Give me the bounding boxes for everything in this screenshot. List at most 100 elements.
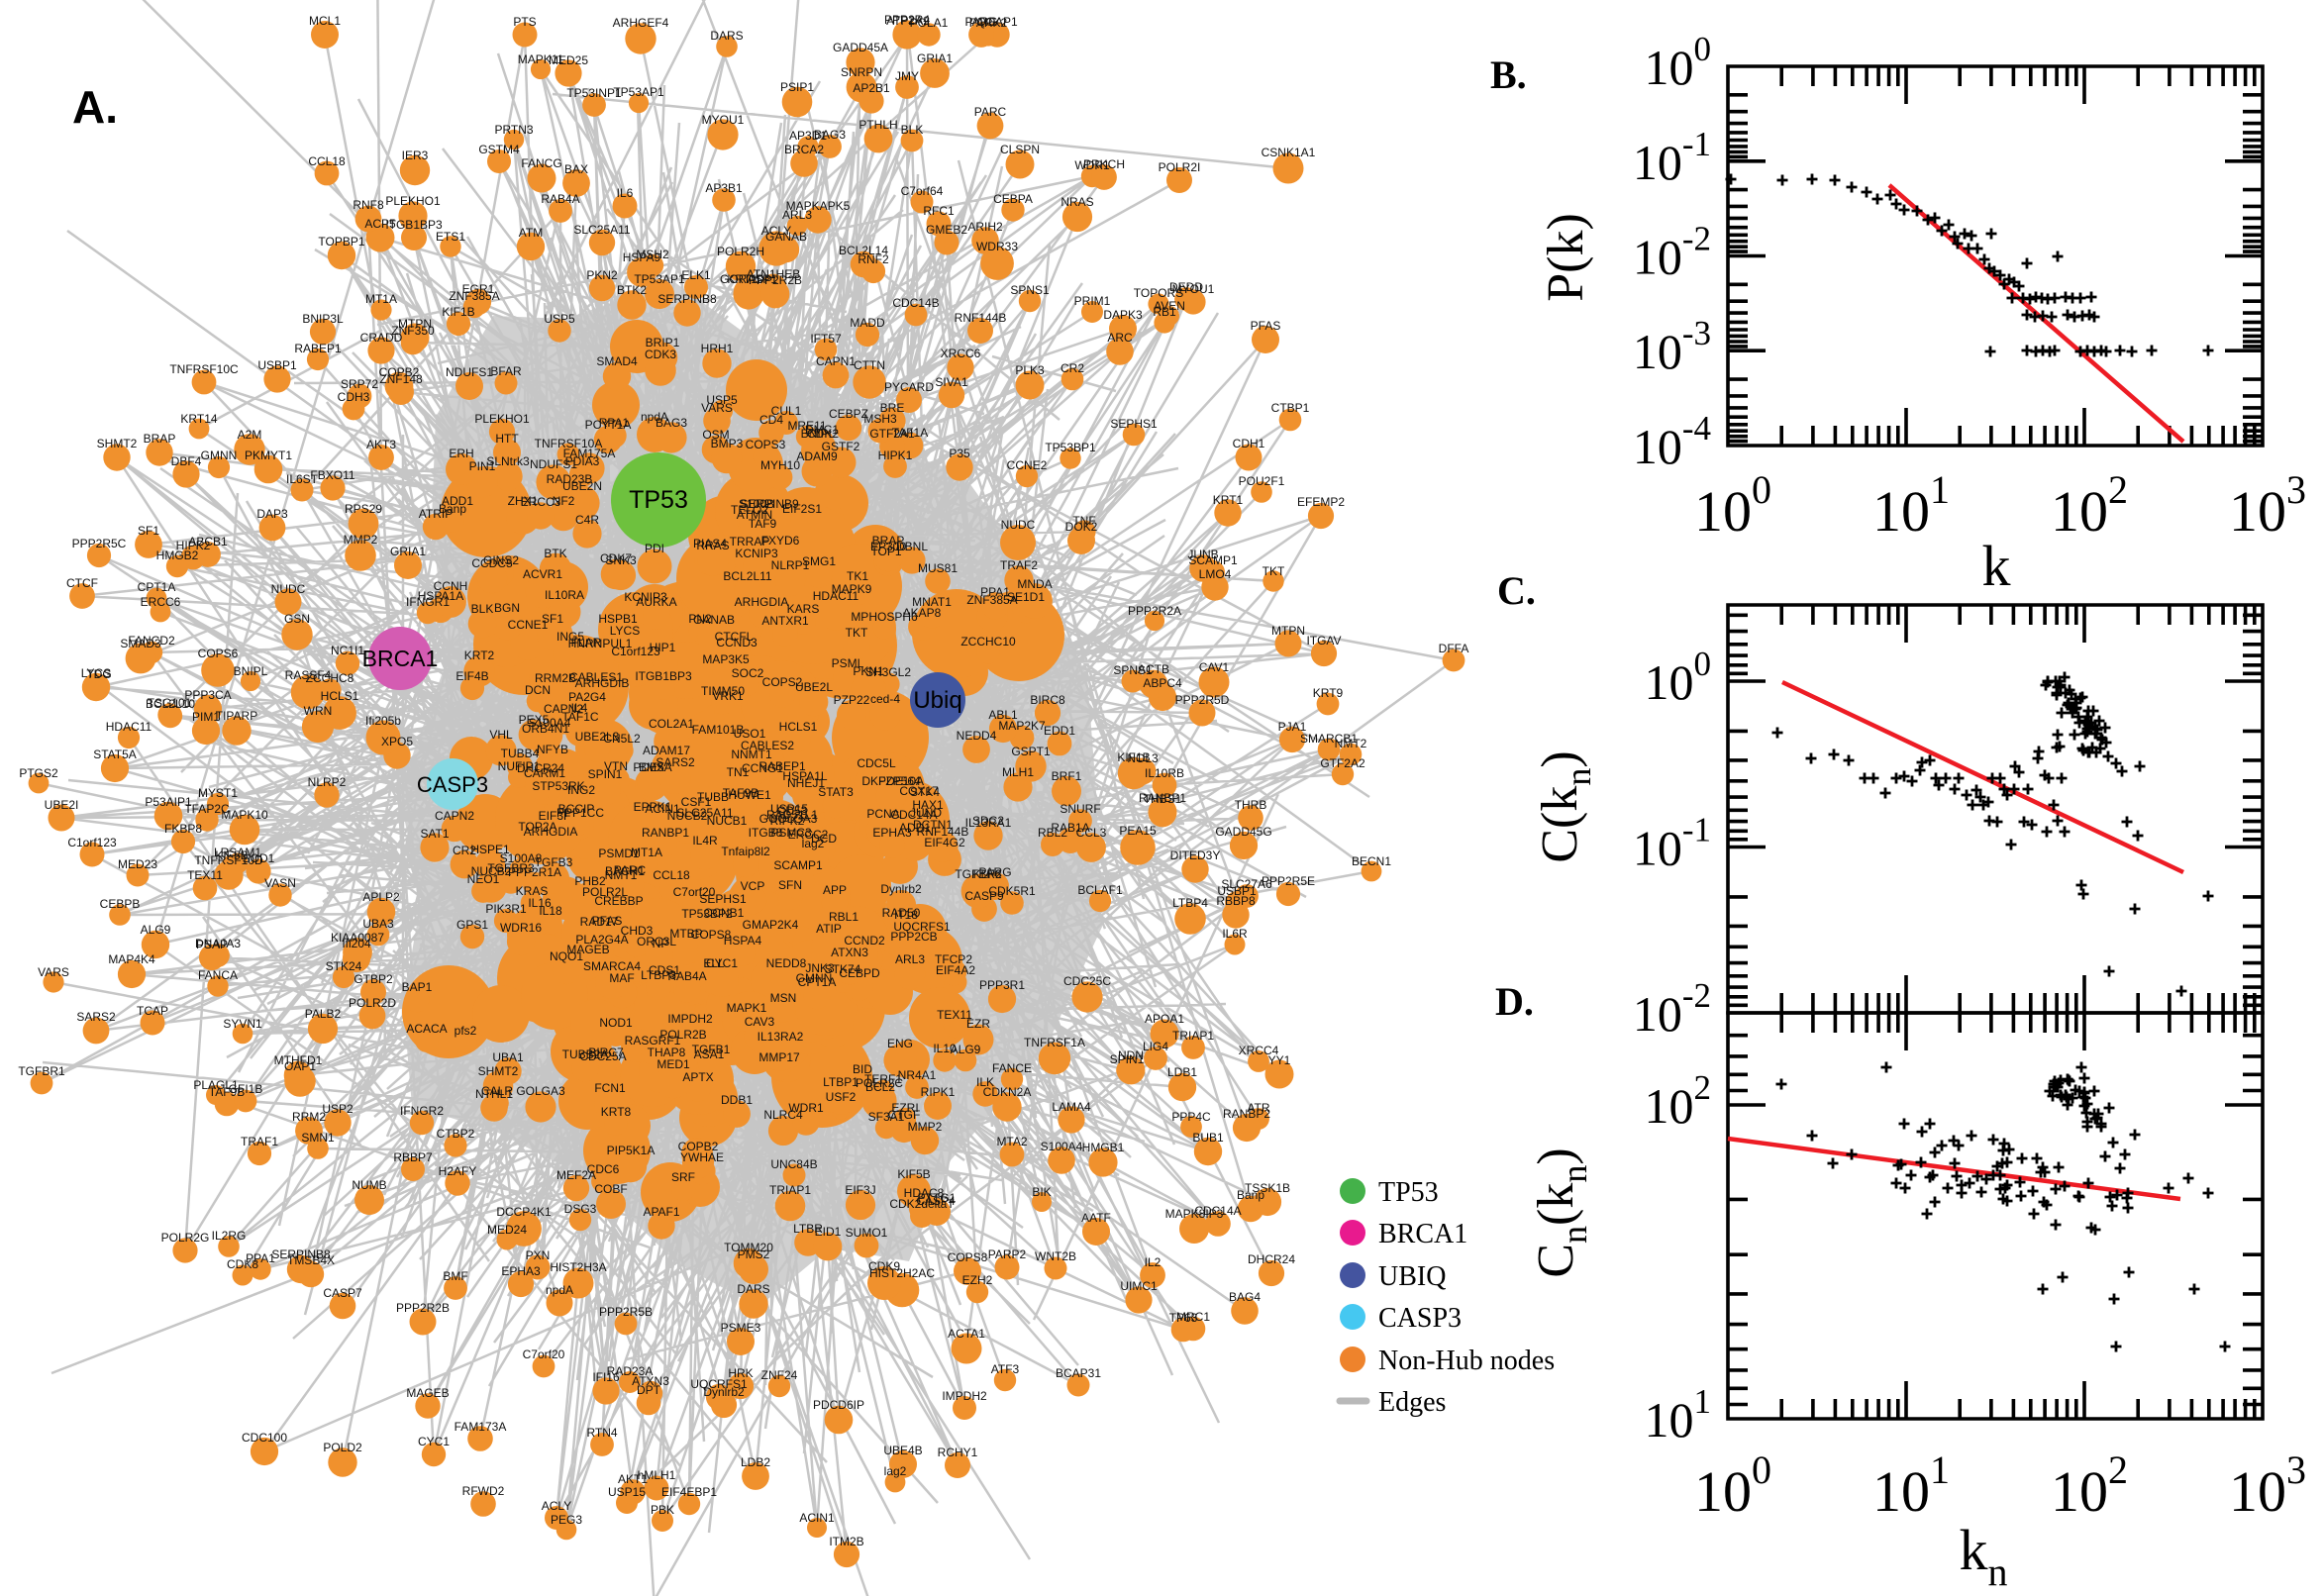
svg-text:POU2F1: POU2F1 bbox=[1239, 474, 1285, 488]
svg-text:VCP: VCP bbox=[741, 879, 765, 893]
svg-text:MAGEB: MAGEB bbox=[566, 943, 609, 956]
svg-text:EID1: EID1 bbox=[815, 1225, 842, 1239]
svg-text:PPP1CC: PPP1CC bbox=[556, 806, 604, 820]
svg-text:NNMT1: NNMT1 bbox=[731, 748, 772, 761]
svg-text:NFYB: NFYB bbox=[537, 743, 568, 756]
svg-text:MYST1: MYST1 bbox=[198, 786, 238, 800]
svg-text:TELO2: TELO2 bbox=[731, 503, 768, 517]
svg-text:CASP3: CASP3 bbox=[417, 772, 488, 797]
svg-text:FANCE: FANCE bbox=[992, 1061, 1032, 1075]
svg-text:NEO1: NEO1 bbox=[467, 872, 500, 886]
svg-text:pfs2: pfs2 bbox=[454, 1024, 477, 1038]
svg-text:DNAJA3: DNAJA3 bbox=[195, 937, 241, 950]
svg-text:AKAP8: AKAP8 bbox=[903, 606, 942, 620]
svg-text:SOC2: SOC2 bbox=[732, 666, 764, 680]
svg-text:MAF: MAF bbox=[609, 971, 634, 985]
svg-text:CAPN2: CAPN2 bbox=[544, 702, 583, 716]
svg-text:CASP3: CASP3 bbox=[1378, 1303, 1462, 1334]
svg-text:SARS2: SARS2 bbox=[656, 755, 695, 769]
svg-text:SLC25A11: SLC25A11 bbox=[676, 806, 733, 820]
svg-text:CCNE2: CCNE2 bbox=[1007, 458, 1048, 472]
svg-text:COX17: COX17 bbox=[899, 784, 939, 798]
svg-text:RASSF4: RASSF4 bbox=[285, 668, 332, 682]
svg-text:THAP8: THAP8 bbox=[648, 1046, 686, 1059]
svg-text:APOA1: APOA1 bbox=[1145, 1012, 1184, 1026]
svg-text:KRT1: KRT1 bbox=[1213, 493, 1244, 507]
svg-text:TAF9B: TAF9B bbox=[209, 1085, 245, 1099]
svg-text:CSF1: CSF1 bbox=[681, 795, 712, 809]
svg-text:TFCP2: TFCP2 bbox=[935, 952, 972, 966]
svg-text:DPT: DPT bbox=[637, 1383, 661, 1397]
svg-text:PPP2R5C: PPP2R5C bbox=[72, 537, 127, 550]
svg-text:LTBP3: LTBP3 bbox=[641, 968, 676, 982]
svg-text:IFNGR2: IFNGR2 bbox=[400, 1104, 444, 1118]
svg-text:KIF5B: KIF5B bbox=[215, 848, 248, 862]
svg-text:RFC1: RFC1 bbox=[923, 204, 955, 218]
svg-text:PTHLH: PTHLH bbox=[858, 118, 897, 132]
svg-text:TNFRSF10A: TNFRSF10A bbox=[535, 437, 603, 450]
svg-text:TRAF2: TRAF2 bbox=[1000, 558, 1038, 572]
svg-text:GGOLGA3: GGOLGA3 bbox=[759, 812, 818, 826]
svg-text:MLH1: MLH1 bbox=[1002, 765, 1034, 779]
svg-text:USO1: USO1 bbox=[734, 727, 766, 741]
svg-text:BGN: BGN bbox=[494, 601, 520, 615]
svg-text:PLEKHO1: PLEKHO1 bbox=[385, 194, 441, 208]
svg-text:EPHA3: EPHA3 bbox=[872, 826, 912, 840]
svg-text:ARIH2: ARIH2 bbox=[967, 220, 1003, 234]
svg-text:BRAP: BRAP bbox=[872, 534, 905, 548]
svg-text:MAPKAPK5: MAPKAPK5 bbox=[786, 199, 851, 213]
svg-text:EZR: EZR bbox=[966, 1017, 990, 1031]
svg-text:CTTN: CTTN bbox=[854, 358, 885, 372]
svg-text:EPHA3: EPHA3 bbox=[501, 1264, 541, 1278]
svg-text:NMT2: NMT2 bbox=[1335, 737, 1367, 750]
svg-text:UBE2L3: UBE2L3 bbox=[575, 730, 620, 744]
svg-text:JUND: JUND bbox=[910, 806, 942, 820]
svg-text:CASP9: CASP9 bbox=[964, 889, 1004, 903]
svg-text:IMPDH2: IMPDH2 bbox=[667, 1012, 713, 1026]
svg-text:CPT1A: CPT1A bbox=[138, 580, 176, 594]
svg-text:APLP2: APLP2 bbox=[362, 890, 400, 904]
svg-text:k: k bbox=[1982, 534, 2011, 598]
svg-text:RB1: RB1 bbox=[1153, 305, 1176, 319]
svg-text:ERCC6: ERCC6 bbox=[141, 595, 181, 609]
svg-text:SEPHS1: SEPHS1 bbox=[699, 892, 747, 906]
svg-text:BCL2L11: BCL2L11 bbox=[723, 569, 771, 583]
svg-text:KCNIP3: KCNIP3 bbox=[735, 547, 778, 560]
svg-text:EIF4B: EIF4B bbox=[455, 669, 488, 683]
svg-text:ANTXR1: ANTXR1 bbox=[761, 614, 809, 628]
svg-text:LRSAM1: LRSAM1 bbox=[214, 846, 261, 859]
svg-text:RRM2: RRM2 bbox=[292, 1110, 326, 1124]
svg-text:TNF: TNF bbox=[1072, 514, 1095, 528]
svg-text:MED24: MED24 bbox=[487, 1223, 527, 1237]
svg-text:SLC25A11: SLC25A11 bbox=[573, 223, 630, 237]
svg-text:ZCCHC8: ZCCHC8 bbox=[306, 671, 354, 685]
svg-text:RASGRF1: RASGRF1 bbox=[625, 1034, 681, 1047]
svg-text:CDK8: CDK8 bbox=[227, 1257, 258, 1271]
svg-text:TUBB4: TUBB4 bbox=[501, 747, 540, 760]
svg-text:USP5: USP5 bbox=[706, 393, 738, 407]
svg-text:SF1: SF1 bbox=[138, 524, 159, 538]
svg-text:CAPN1: CAPN1 bbox=[816, 354, 856, 368]
svg-text:SPIN1: SPIN1 bbox=[588, 767, 623, 781]
svg-text:ZNF385A: ZNF385A bbox=[449, 289, 499, 303]
svg-text:GRIA1: GRIA1 bbox=[917, 51, 953, 65]
svg-text:STP53RK: STP53RK bbox=[532, 779, 584, 793]
svg-text:BCAP31: BCAP31 bbox=[1056, 1366, 1101, 1380]
svg-text:FXYD6: FXYD6 bbox=[761, 534, 800, 548]
svg-text:DCN: DCN bbox=[525, 683, 551, 697]
svg-text:EP300: EP300 bbox=[870, 540, 906, 553]
svg-text:ERCC2: ERCC2 bbox=[788, 828, 829, 842]
svg-text:SPNS1: SPNS1 bbox=[1010, 283, 1050, 297]
svg-text:IL4R: IL4R bbox=[692, 834, 718, 848]
svg-text:BFAR: BFAR bbox=[490, 364, 522, 378]
svg-text:ILK: ILK bbox=[976, 1075, 994, 1089]
svg-text:CLSPN: CLSPN bbox=[1000, 143, 1040, 156]
svg-text:JNK3: JNK3 bbox=[805, 961, 835, 975]
svg-text:KRT2: KRT2 bbox=[464, 648, 495, 662]
svg-text:IL13RA1: IL13RA1 bbox=[965, 816, 1012, 830]
svg-text:NDN: NDN bbox=[1118, 1048, 1144, 1062]
svg-text:SERPINB8: SERPINB8 bbox=[271, 1247, 331, 1261]
svg-text:PIP5K1A: PIP5K1A bbox=[607, 1144, 656, 1157]
svg-text:PJA1: PJA1 bbox=[1278, 720, 1307, 734]
svg-text:SF3A1: SF3A1 bbox=[868, 1110, 905, 1124]
